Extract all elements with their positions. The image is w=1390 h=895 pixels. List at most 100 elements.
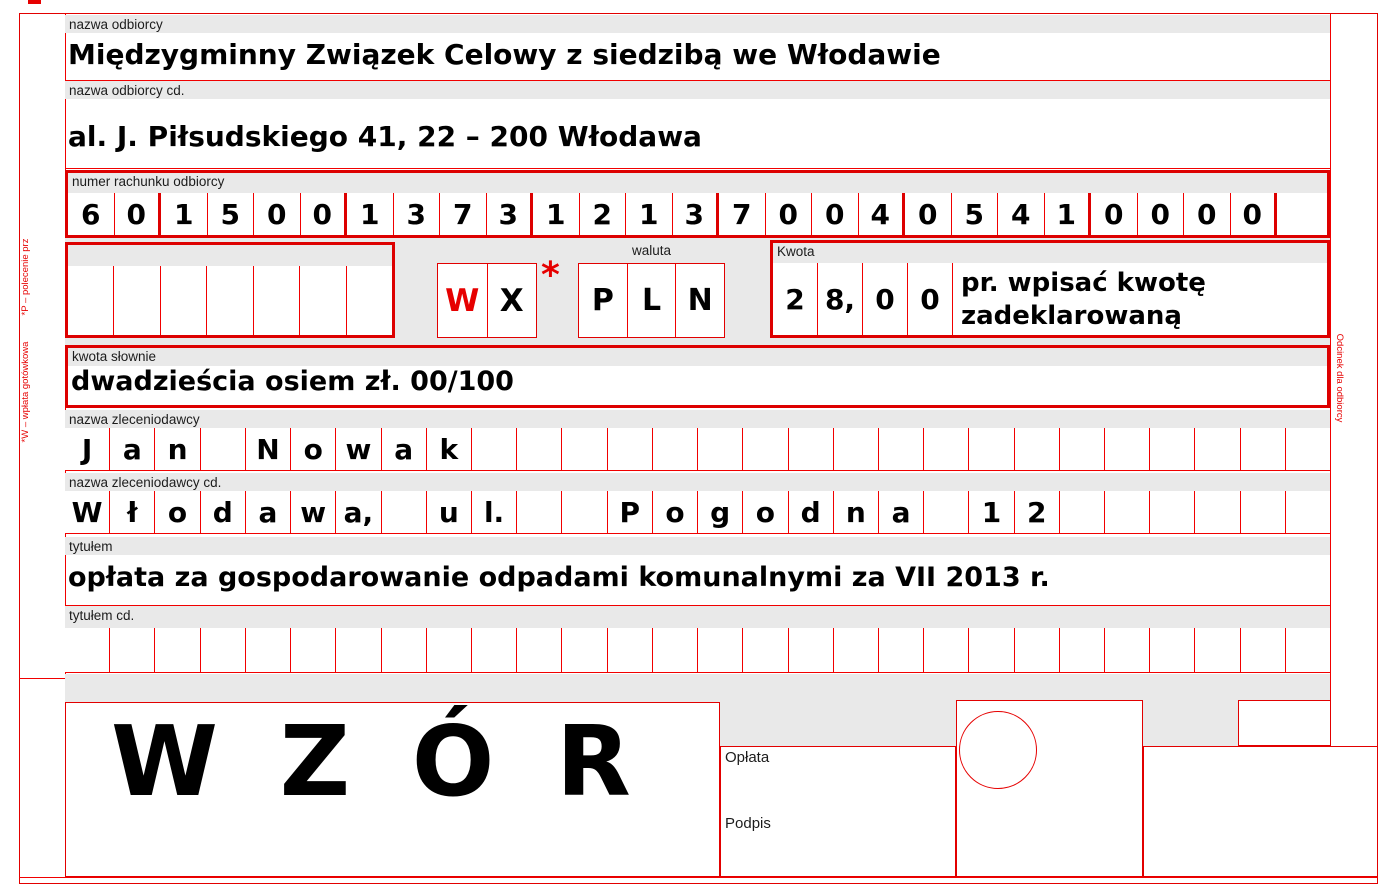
payer-char-cell <box>1150 428 1196 470</box>
title-cd-char-cell <box>381 628 427 672</box>
payer-char-cell <box>471 428 518 470</box>
payer-cd-char-cell: 2 <box>1014 491 1060 533</box>
payer-char-cell <box>1285 428 1331 470</box>
account-digit-cell: 0 <box>812 193 859 235</box>
amount-words-field: kwota słownie dwadzieścia osiem zł. 00/1… <box>65 345 1330 408</box>
payer-cd-char-cell <box>1059 491 1106 533</box>
account-digit-cell: 5 <box>951 193 998 235</box>
account-digit-cell: 0 <box>1184 193 1231 235</box>
spare-cell <box>114 266 161 335</box>
title-cd-char-cell <box>471 628 518 672</box>
recipient-name-label: nazwa odbiorcy <box>65 15 1330 33</box>
payer-cd-char-cell: o <box>652 491 699 533</box>
payer-cd-char-cell: d <box>200 491 246 533</box>
title-cd-char-cell <box>607 628 653 672</box>
title-cd-cells <box>65 628 1331 673</box>
account-digit-cell: 1 <box>626 193 673 235</box>
account-digit-cell: 3 <box>672 193 719 235</box>
spare-cell <box>207 266 254 335</box>
payer-char-cell: k <box>426 428 472 470</box>
title-cd-char-cell <box>833 628 879 672</box>
row-divider <box>65 605 1330 606</box>
payer-char-cell <box>1240 428 1286 470</box>
account-digit-cell: 0 <box>1091 193 1138 235</box>
account-digit-cell: 1 <box>533 193 580 235</box>
payer-cd-char-cell: l. <box>471 491 518 533</box>
payer-char-cell <box>652 428 699 470</box>
payer-char-cell: a <box>110 428 156 470</box>
specimen-watermark: W Z Ó R <box>111 705 645 818</box>
currency-letter-cell: N <box>676 264 725 337</box>
payer-char-cell <box>1105 428 1151 470</box>
account-number-label: numer rachunku odbiorcy <box>72 174 225 189</box>
stamp-box <box>956 700 1143 877</box>
currency-letter-cell: P <box>579 264 628 337</box>
account-digit-cell: 0 <box>114 193 161 235</box>
title-cd-char-cell <box>110 628 156 672</box>
amount-digit-cell: 8, <box>818 263 863 335</box>
bottom-right-box <box>1143 746 1378 877</box>
payer-char-cell <box>743 428 789 470</box>
recipient-address-value: al. J. Piłsudskiego 41, 22 – 200 Włodawa <box>68 120 702 153</box>
payer-cd-char-cell <box>1150 491 1196 533</box>
title-cd-char-cell <box>426 628 472 672</box>
payer-char-cell <box>788 428 834 470</box>
spare-cell <box>300 266 347 335</box>
spare-cell <box>160 266 208 335</box>
specimen-box: W Z Ó R <box>65 702 720 877</box>
left-strip-cut <box>19 678 65 679</box>
account-digit-cell: 0 <box>765 193 812 235</box>
payer-cd-char-cell <box>1285 491 1331 533</box>
payer-char-cell: o <box>291 428 337 470</box>
payer-char-cell: J <box>65 428 111 470</box>
title-cd-label: tytułem cd. <box>65 606 1330 628</box>
title-cd-char-cell <box>878 628 925 672</box>
form-right-edge <box>1330 13 1331 877</box>
account-digit-cell: 1 <box>161 193 208 235</box>
account-digit-cell: 2 <box>579 193 626 235</box>
payer-char-cell <box>200 428 246 470</box>
account-digit-cell: 4 <box>998 193 1045 235</box>
payment-type-x-cell: X <box>487 264 536 337</box>
payment-type-w-cell: W <box>438 264 488 337</box>
payer-cd-char-cell <box>562 491 608 533</box>
spare-cell <box>68 266 115 335</box>
payer-cd-char-cell: a <box>878 491 925 533</box>
account-digit-cell: 4 <box>858 193 905 235</box>
account-digit-cell: 0 <box>905 193 952 235</box>
account-digit-cell: 6 <box>68 193 115 235</box>
crop-mark <box>28 0 41 4</box>
payer-char-cell <box>878 428 925 470</box>
payer-char-cell <box>833 428 879 470</box>
title-cd-char-cell <box>245 628 292 672</box>
amount-label: Kwota <box>777 244 815 259</box>
title-cd-char-cell <box>788 628 834 672</box>
title-cd-char-cell <box>291 628 337 672</box>
payer-char-cell <box>517 428 563 470</box>
spare-cells-field <box>65 242 395 338</box>
legend-wplata-text: *W – wpłata gotówkowa <box>20 341 31 443</box>
title-cd-char-cell <box>652 628 699 672</box>
payer-char-cell: w <box>336 428 382 470</box>
payer-char-cell <box>562 428 608 470</box>
payer-cd-char-cell: w <box>291 491 337 533</box>
title-cd-char-cell <box>336 628 382 672</box>
amount-digit-cell: 2 <box>773 263 818 335</box>
amount-words-labelbar: kwota słownie <box>68 348 1327 366</box>
payer-cd-char-cell <box>924 491 970 533</box>
payer-cd-char-cell: o <box>743 491 789 533</box>
payer-cd-char-cell <box>1105 491 1151 533</box>
payer-char-cell <box>1195 428 1241 470</box>
currency-letter-cell: L <box>627 264 677 337</box>
title-cd-char-cell <box>1240 628 1286 672</box>
title-cd-char-cell <box>1014 628 1060 672</box>
payer-cd-char-cell: d <box>788 491 834 533</box>
spare-cell <box>253 266 301 335</box>
payer-name-label: nazwa zleceniodawcy <box>65 410 1330 428</box>
payer-cd-char-cell <box>1195 491 1241 533</box>
payer-char-cell: a <box>381 428 427 470</box>
title-cd-char-cell <box>743 628 789 672</box>
small-corner-box <box>1238 700 1331 746</box>
